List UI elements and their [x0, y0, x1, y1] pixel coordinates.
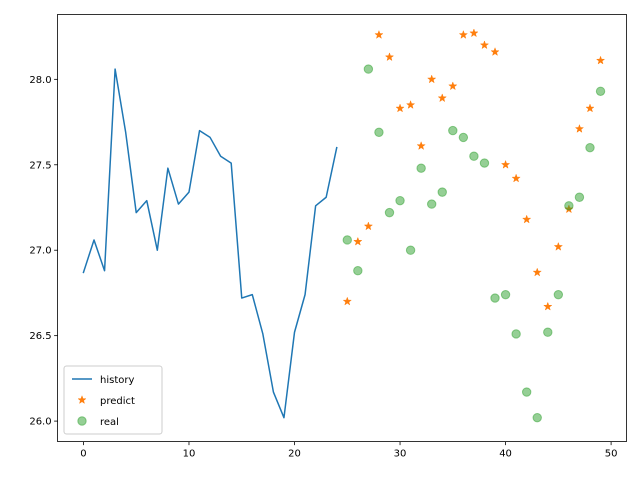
series-predict-point: [374, 29, 384, 39]
axes-frame: [57, 13, 627, 443]
series-real-point: [500, 289, 511, 300]
y-tick-label: 27.0: [29, 246, 51, 257]
series-predict-point: [395, 103, 405, 113]
series-real-point: [595, 86, 606, 96]
series-predict-point: [532, 267, 542, 277]
series-predict-point: [500, 159, 511, 169]
series-real-point: [532, 412, 542, 423]
series-predict-point: [511, 173, 521, 183]
series-real-point: [511, 329, 521, 339]
series-predict-point: [405, 100, 416, 109]
series-predict-point: [553, 241, 564, 251]
series-predict-point: [574, 123, 585, 133]
series-real-point: [416, 163, 426, 173]
series-predict-point: [521, 214, 532, 224]
series-predict-point: [595, 55, 606, 65]
series-predict-point: [448, 81, 458, 91]
y-tick-label: 26.5: [29, 331, 51, 342]
series-predict-point: [384, 52, 395, 62]
series-real-point: [363, 64, 374, 74]
series-real-point: [353, 266, 363, 276]
x-tick-label: 50: [605, 449, 618, 460]
x-tick-label: 30: [394, 449, 407, 460]
series-real-point: [437, 187, 447, 197]
series-predict-point: [479, 40, 490, 50]
series-real-point: [521, 387, 532, 397]
series-predict-point: [458, 29, 469, 39]
y-tick-label: 28.0: [29, 75, 51, 86]
series-real-point: [395, 195, 405, 206]
series-real-point: [585, 142, 595, 153]
x-tick-label: 40: [499, 449, 512, 460]
series-real-point: [553, 289, 564, 300]
series-predict-point: [416, 141, 426, 150]
series-real-point: [564, 201, 574, 211]
series-predict-point: [490, 47, 500, 56]
series-predict-point: [585, 103, 595, 113]
x-tick-label: 0: [80, 449, 86, 460]
legend-predict-label: predict: [100, 396, 135, 407]
legend-history-label: history: [100, 375, 134, 386]
series-real-point: [458, 132, 469, 143]
legend-predict-swatch: [77, 395, 87, 405]
x-tick-label: 10: [183, 449, 196, 460]
series-predict-point: [437, 93, 447, 103]
series-real-point: [574, 192, 585, 202]
series-real-point: [405, 245, 416, 255]
series-real-point: [469, 151, 479, 161]
series-real-point: [448, 125, 458, 136]
series-real-point: [490, 293, 500, 303]
axes: 0 10 20 30 40 50 26.0 26.5 27.0 27.5 28.0: [29, 13, 627, 460]
series-predict-point: [353, 236, 363, 246]
series-real-point: [384, 207, 395, 218]
legend-real-label: real: [100, 417, 119, 428]
series-predict-point: [426, 74, 437, 84]
series-predict-point: [543, 301, 553, 311]
series-real-point: [374, 127, 384, 138]
series-real-point: [543, 327, 553, 337]
y-tick-label: 26.0: [29, 417, 51, 428]
series-real-point: [479, 158, 490, 168]
plot-area: [82, 28, 606, 423]
series-real-point: [342, 235, 352, 245]
series-predict-point: [363, 221, 374, 231]
legend-box: [63, 365, 163, 435]
series-predict-point: [342, 296, 352, 306]
series-history-line: [82, 68, 338, 419]
series-real-point: [426, 199, 437, 209]
legend-real-swatch: [77, 416, 87, 426]
x-tick-label: 20: [288, 449, 301, 460]
series-predict-point: [469, 28, 479, 38]
y-tick-label: 27.5: [29, 160, 51, 171]
legend: history predict real: [63, 365, 163, 435]
